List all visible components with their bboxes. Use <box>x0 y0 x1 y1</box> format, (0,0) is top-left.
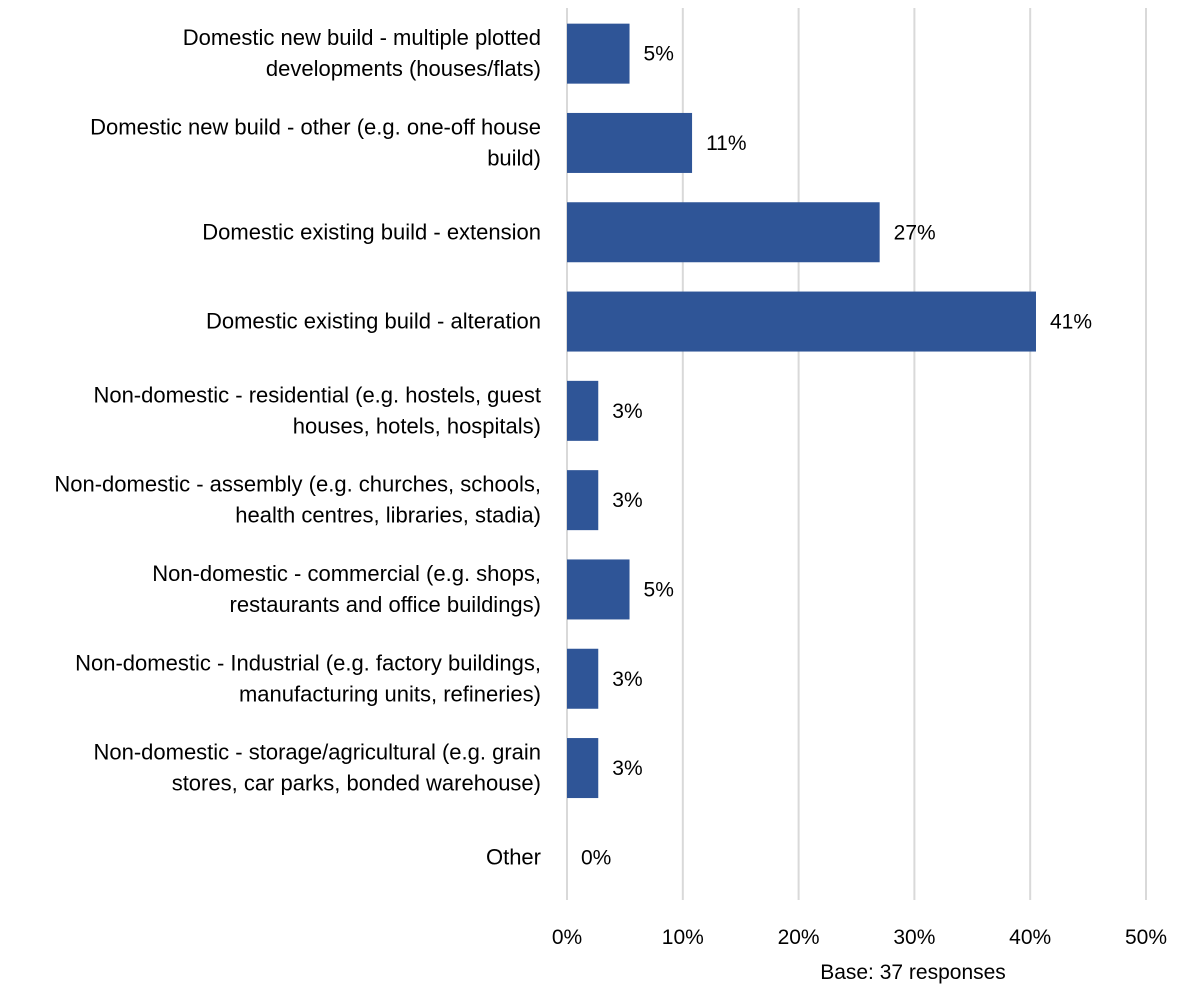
x-tick-label: 50% <box>1125 926 1167 949</box>
bar <box>567 291 1036 352</box>
data-label: 41% <box>1050 311 1092 334</box>
category-label: Other <box>486 844 541 869</box>
data-labels: 5% 11% 27% 41% 3% 3% 5% 3% 3% 0% <box>581 43 1092 870</box>
base-note: Base: 37 responses <box>820 961 1006 984</box>
data-label: 3% <box>612 489 642 512</box>
category-label: Non-domestic - Industrial (e.g. factory … <box>75 650 541 706</box>
bar <box>567 23 630 84</box>
bar <box>567 648 599 709</box>
data-label: 5% <box>644 43 674 66</box>
data-label: 5% <box>644 578 674 601</box>
category-label: Non-domestic - assembly (e.g. churches, … <box>54 472 541 528</box>
x-tick-label: 10% <box>662 926 704 949</box>
x-tick-label: 40% <box>1009 926 1051 949</box>
data-label: 3% <box>612 757 642 780</box>
bar <box>567 112 693 173</box>
data-label: 3% <box>612 400 642 423</box>
category-label: Domestic new build - other (e.g. one-off… <box>90 114 541 170</box>
bar <box>567 738 599 799</box>
data-label: 27% <box>894 221 936 244</box>
category-label: Non-domestic - storage/agricultural (e.g… <box>93 740 541 796</box>
category-label: Non-domestic - commercial (e.g. shops, re… <box>152 561 541 617</box>
bar <box>567 202 880 263</box>
x-tick-label: 30% <box>893 926 935 949</box>
bar <box>567 470 599 531</box>
category-labels: Domestic new build - multiple plotted dev… <box>54 25 541 869</box>
x-tick-label: 20% <box>778 926 820 949</box>
category-label: Domestic existing build - alteration <box>206 309 541 334</box>
bar <box>567 380 599 441</box>
data-label: 3% <box>612 668 642 691</box>
category-label: Domestic new build - multiple plotted dev… <box>183 25 541 81</box>
data-label: 0% <box>581 846 611 869</box>
bars <box>567 23 1036 799</box>
data-label: 11% <box>706 132 746 155</box>
bar <box>567 559 630 620</box>
category-label: Domestic existing build - extension <box>202 219 541 244</box>
category-label: Non-domestic - residential (e.g. hostels… <box>93 382 541 438</box>
x-tick-label: 0% <box>552 926 582 949</box>
x-axis-tick-labels: 0% 10% 20% 30% 40% 50% <box>552 926 1167 949</box>
